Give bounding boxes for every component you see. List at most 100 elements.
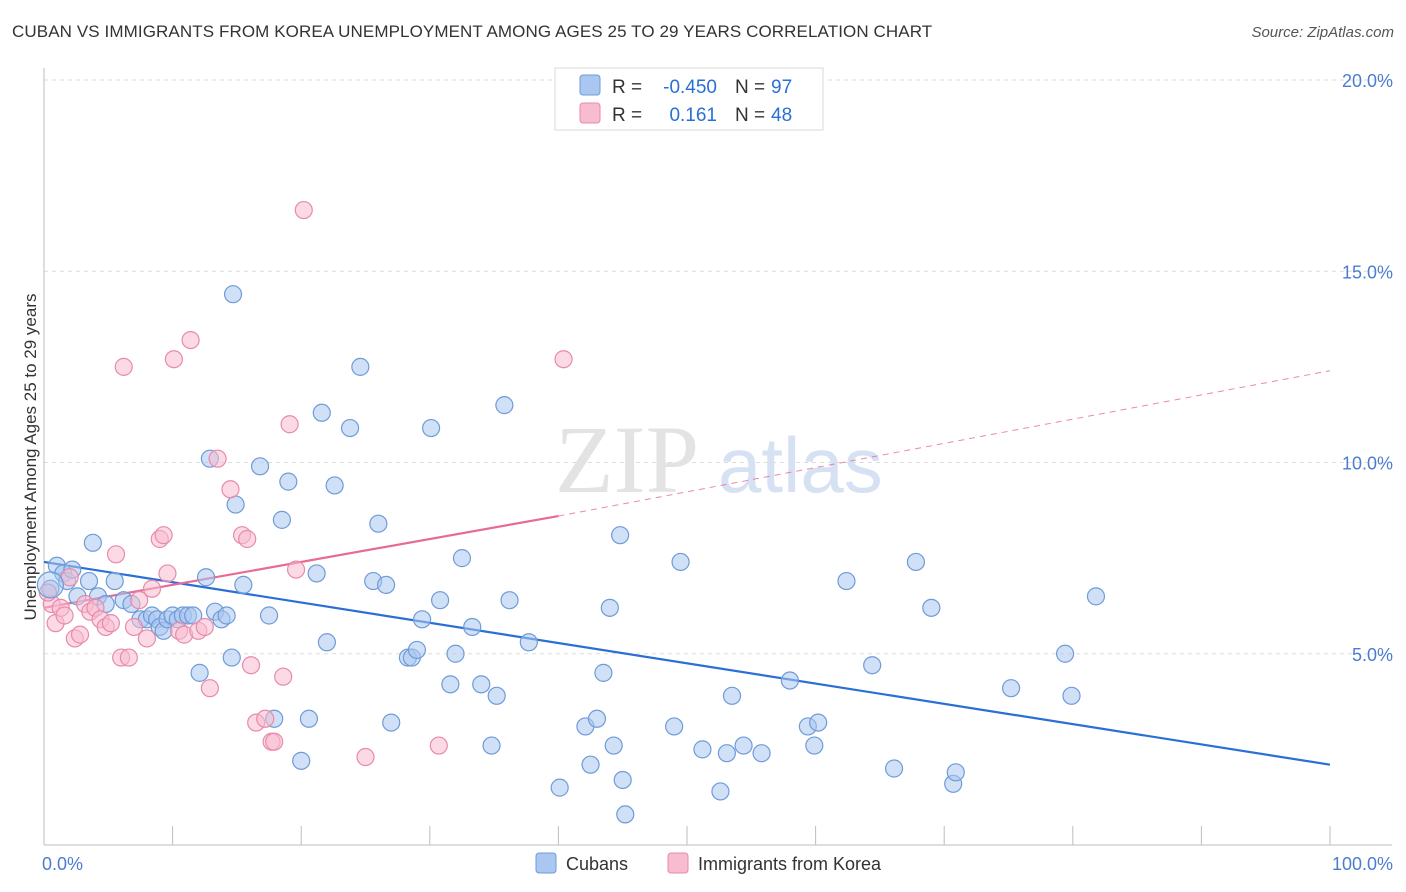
korea-point-39: [265, 732, 284, 751]
cubans-point-60: [452, 549, 472, 568]
cubans-point-56: [421, 418, 441, 438]
legend-swatch-korea: [579, 102, 601, 124]
cubans-point-68: [550, 778, 569, 797]
cubans-point-58: [441, 675, 460, 694]
cubans-point-80: [693, 740, 712, 759]
cubans-point-46: [340, 418, 360, 438]
korea-point-20: [142, 579, 162, 598]
cubans-point-25: [190, 663, 209, 682]
legend-r-value-0: -0.450: [663, 77, 717, 98]
korea-point-27: [181, 331, 200, 350]
korea-point-29: [195, 617, 214, 637]
y-tick-labels: 5.0% 10.0% 15.0% 20.0%: [1342, 71, 1393, 665]
cubans-point-97: [1001, 679, 1021, 698]
cubans-point-99: [1062, 686, 1081, 705]
cubans-point-31: [222, 648, 241, 667]
korea-trend-extension: [558, 370, 1331, 517]
cubans-point-44: [317, 633, 337, 652]
top-legend: R = -0.450 N = 97 R = 0.161 N = 48: [554, 67, 824, 131]
bottom-legend-swatch-cubans: [535, 852, 557, 874]
cubans-point-43: [312, 403, 331, 422]
cubans-point-84: [734, 736, 753, 755]
x-tick-label-0: 0.0%: [42, 854, 83, 874]
bottom-legend-label-korea: Immigrants from Korea: [698, 854, 882, 874]
cubans-point-79: [671, 552, 690, 572]
cubans-trend-line: [43, 560, 1331, 766]
korea-point-30: [200, 679, 219, 698]
cubans-point-55: [412, 610, 432, 629]
cubans-point-76: [613, 770, 632, 790]
x-tick-labels: 0.0% 100.0%: [42, 854, 1393, 874]
cubans-point-10: [105, 571, 124, 591]
cubans-point-63: [482, 736, 501, 755]
legend-r-label-1: R =: [612, 105, 642, 126]
cubans-point-82: [717, 744, 736, 763]
cubans-point-62: [472, 675, 491, 694]
cubans-point-36: [259, 606, 279, 625]
korea-point-17: [124, 617, 144, 637]
cubans-point-6: [79, 571, 99, 591]
legend-r-label-0: R =: [612, 77, 642, 98]
cubans-point-51: [382, 713, 401, 732]
cubans-point-70: [581, 755, 600, 774]
y-axis-label: Unemployment Among Ages 25 to 29 years: [21, 294, 40, 621]
cubans-point-26: [196, 568, 216, 587]
cubans-point-92: [884, 759, 904, 778]
cubans-cluster-point: [36, 571, 65, 599]
korea-point-3: [55, 606, 74, 625]
source-label: Source: ZipAtlas.com: [1251, 24, 1394, 41]
bottom-legend-swatch-korea: [667, 852, 689, 874]
cubans-point-64: [487, 686, 506, 705]
cubans-point-78: [665, 717, 684, 736]
cubans-point-74: [604, 736, 623, 755]
korea-point-13: [106, 545, 126, 564]
korea-point-22: [154, 526, 173, 545]
korea-point-32: [221, 480, 240, 499]
x-tick-label-1: 100.0%: [1332, 854, 1393, 874]
korea-point-35: [241, 656, 261, 675]
cubans-point-77: [616, 805, 635, 824]
cubans-point-50: [376, 575, 396, 595]
bottom-legend-label-cubans: Cubans: [566, 854, 628, 874]
cubans-point-88: [805, 736, 824, 755]
korea-point-37: [256, 709, 275, 728]
cubans-point-39: [279, 472, 298, 491]
watermark: ZIP atlas: [555, 406, 883, 513]
korea-point-23: [158, 564, 177, 583]
chart-title: CUBAN VS IMMIGRANTS FROM KOREA UNEMPLOYM…: [12, 22, 933, 41]
cubans-point-30: [217, 606, 236, 625]
cubans-point-38: [272, 510, 292, 529]
cubans-point-90: [837, 571, 856, 591]
gridlines: [44, 79, 1392, 655]
cubans-point-93: [906, 552, 926, 572]
cubans-point-89: [809, 713, 828, 732]
korea-point-45: [429, 736, 448, 755]
cubans-point-33: [223, 285, 243, 304]
korea-point-24: [164, 350, 183, 369]
cubans-point-57: [430, 591, 450, 610]
y-tick-label-1: 10.0%: [1342, 454, 1393, 474]
y-tick-label-2: 15.0%: [1342, 262, 1393, 282]
cubans-point-49: [369, 514, 388, 533]
cubans-point-45: [325, 476, 344, 495]
cubans-point-61: [463, 617, 482, 637]
korea-point-44: [356, 747, 375, 767]
cubans-point-94: [922, 598, 941, 617]
cubans-point-81: [711, 782, 730, 801]
cubans-point-86: [780, 671, 799, 690]
korea-point-41: [280, 415, 299, 434]
korea-point-12: [101, 614, 120, 633]
legend-n-label-0: N =: [735, 77, 765, 98]
korea-trend-line: [43, 514, 559, 609]
trend-lines: [43, 370, 1331, 766]
korea-point-31: [208, 449, 227, 468]
cubans-point-96: [946, 763, 965, 782]
korea-point-18: [130, 591, 149, 610]
cubans-point-66: [500, 591, 519, 610]
cubans-point-42: [307, 564, 326, 583]
cubans-point-47: [351, 357, 370, 376]
cubans-point-67: [519, 633, 538, 652]
cubans-point-59: [446, 644, 465, 663]
korea-point-40: [274, 667, 293, 686]
